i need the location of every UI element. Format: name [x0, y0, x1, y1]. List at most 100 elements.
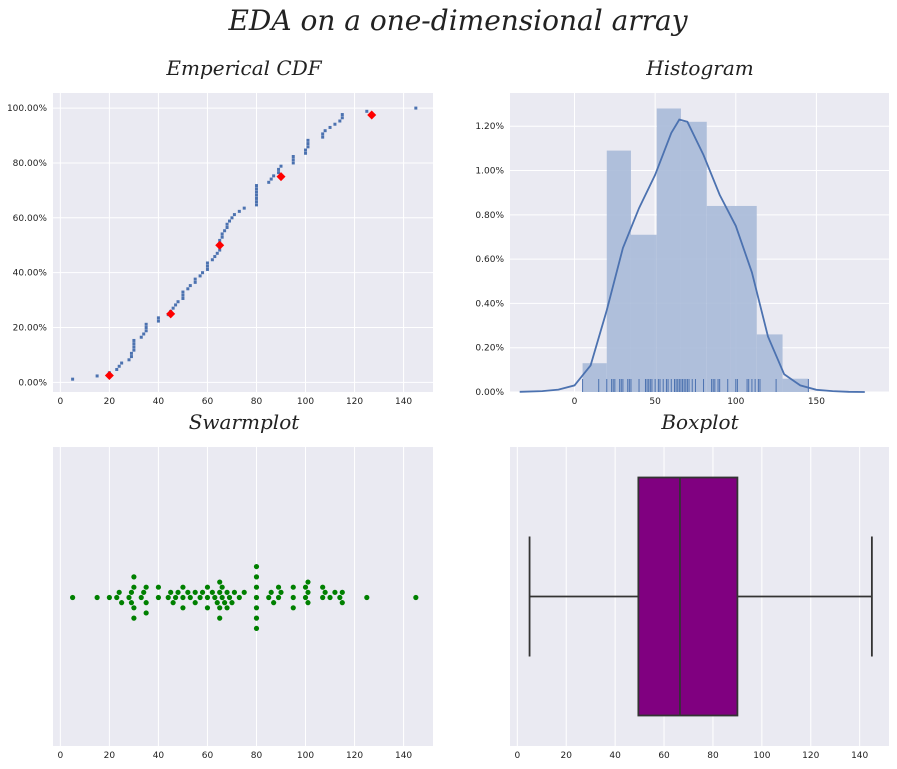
swarm-point [141, 589, 147, 595]
swarm-point [278, 589, 284, 595]
ecdf-point [220, 232, 224, 236]
ecdf-point [340, 116, 344, 120]
swarm-point [131, 574, 137, 580]
swarm-point [339, 589, 345, 595]
ecdf-point [132, 338, 136, 342]
ecdf-point [129, 351, 133, 355]
swarm-point [224, 589, 230, 595]
ecdf-point [218, 238, 222, 242]
ecdf-y-tick-label: 100.00% [7, 104, 47, 114]
ecdf-point [129, 355, 133, 359]
swarm-point [253, 625, 260, 632]
swarm-point [175, 589, 181, 595]
swarm-point [180, 605, 186, 611]
hist-y-tick-label: 0.40% [475, 299, 504, 309]
ecdf-point [181, 293, 185, 297]
ecdf-x-tick-label: 80 [251, 397, 263, 407]
ecdf-x-tick-label: 40 [153, 397, 165, 407]
swarm-point [168, 589, 174, 595]
box-iqr [637, 476, 739, 717]
ecdf-point [171, 306, 175, 310]
ecdf-point [115, 367, 119, 371]
ecdf-x-tick-label: 20 [104, 397, 116, 407]
swarm-point [339, 600, 345, 606]
ecdf-point [215, 251, 219, 255]
ecdf-point [333, 122, 337, 126]
swarm-point [302, 584, 309, 590]
swarm-point [226, 594, 233, 601]
swarm-x-tick-label: 20 [104, 751, 116, 761]
swarm-point [128, 589, 135, 595]
ecdf-point [120, 361, 124, 365]
ecdf-point [144, 329, 148, 333]
swarm-point [275, 584, 282, 590]
ecdf-point [267, 180, 271, 184]
swarm-point [187, 594, 193, 601]
swarm-point [275, 594, 282, 601]
ecdf-point [71, 377, 75, 381]
swarm-x-tick-label: 140 [395, 751, 412, 761]
swarm-point [143, 610, 149, 616]
swarm-x-tick-label: 100 [297, 751, 314, 761]
ecdf-point [132, 342, 136, 346]
swarm-point [165, 594, 171, 601]
ecdf-point [193, 277, 197, 281]
ecdf-point [277, 167, 281, 171]
hist-y-tick-label: 0.80% [475, 211, 504, 221]
ecdf-point [254, 200, 258, 204]
swarm-point [320, 594, 326, 601]
ecdf-point [304, 148, 308, 152]
ecdf-point [365, 109, 369, 113]
hist-y-tick-label: 1.20% [475, 122, 504, 132]
swarm-x-tick-label: 120 [346, 751, 363, 761]
swarm-point [290, 584, 296, 590]
swarm-point [337, 594, 343, 601]
ecdf-y-tick-label: 80.00% [13, 159, 48, 169]
ecdf-point [254, 184, 258, 188]
ecdf-y-tick-label: 60.00% [13, 214, 48, 224]
ecdf-y-tick-label: 0.00% [18, 378, 47, 388]
swarm-point [253, 584, 260, 590]
swarm-point [131, 605, 137, 611]
swarm-point [106, 594, 112, 601]
ecdf-point [139, 335, 143, 339]
swarm-point [217, 615, 223, 621]
ecdf-point [269, 177, 273, 181]
swarm-point [155, 584, 162, 590]
swarm-point [253, 574, 260, 580]
ecdf-point [117, 364, 121, 368]
ecdf-point [210, 258, 214, 262]
ecdf-point [181, 296, 185, 300]
swarm-x-tick-label: 80 [251, 751, 263, 761]
ecdf-x-tick-label: 140 [395, 397, 412, 407]
ecdf-point [414, 106, 418, 110]
ecdf-point [237, 209, 241, 213]
histogram-panel: 0 50 100 150 0.00% 0.20% 0.40% 0.60% 0.80% 1.00% 1… [475, 93, 889, 407]
swarm-point [143, 584, 149, 590]
box-x-tick-label: 0 [514, 751, 520, 761]
swarm-point [302, 594, 309, 601]
swarm-point [305, 579, 311, 585]
swarm-point [94, 594, 100, 601]
ecdf-point [213, 255, 217, 259]
ecdf-point [232, 213, 236, 217]
ecdf-point [242, 206, 246, 210]
ecdf-point [328, 125, 332, 129]
swarm-point [229, 600, 235, 606]
swarm-point [217, 579, 223, 585]
swarm-point [253, 615, 260, 621]
histogram-bar [656, 108, 681, 393]
ecdf-point [186, 287, 190, 291]
swarm-point [116, 589, 122, 595]
histogram-bar [706, 205, 731, 392]
swarm-point [192, 600, 198, 606]
swarmplot-title: Swarmplot [189, 410, 301, 434]
ecdf-point [277, 171, 281, 175]
swarm-point [217, 589, 223, 595]
ecdf-point [291, 155, 295, 159]
swarm-point [138, 594, 144, 601]
swarm-point [204, 605, 211, 611]
swarm-point [320, 584, 326, 590]
ecdf-y-tick-label: 40.00% [13, 269, 48, 279]
ecdf-point [144, 322, 148, 326]
